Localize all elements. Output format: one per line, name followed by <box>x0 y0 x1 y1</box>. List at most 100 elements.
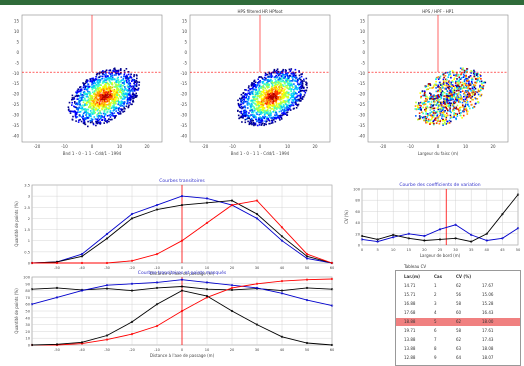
scatter-point <box>458 85 460 88</box>
scatter-point <box>474 97 477 100</box>
scatter-point <box>261 78 264 80</box>
scatter-point <box>421 90 424 92</box>
scatter-point <box>84 98 86 100</box>
scatter-xlabel: Bnd 1 - 0 - 1 1 - Cdd/1 - 1994 <box>231 151 290 156</box>
scatter-point <box>266 85 268 87</box>
scatter-point <box>449 89 451 92</box>
table-cell: 60 <box>456 310 462 315</box>
scatter-point <box>85 102 88 105</box>
scatter-point <box>114 100 116 103</box>
scatter-point <box>102 93 105 95</box>
scatter-point <box>298 87 301 90</box>
scatter-point <box>433 83 436 86</box>
scatter-point <box>301 98 303 100</box>
scatter-point <box>455 84 457 87</box>
scatter-point <box>240 110 243 113</box>
scatter-point <box>251 103 253 106</box>
scatter-point <box>115 115 117 117</box>
scatter-point <box>275 69 278 72</box>
scatter-point <box>103 114 106 117</box>
scatter-point <box>121 105 123 107</box>
scatter-point <box>275 87 278 90</box>
scatter-point <box>457 74 460 76</box>
series-point <box>305 298 309 302</box>
scatter-point <box>442 87 444 89</box>
scatter-point <box>415 115 417 117</box>
scatter-point <box>88 93 91 95</box>
scatter-point <box>439 111 441 114</box>
scatter-point <box>464 105 467 107</box>
scatter-point <box>244 118 247 121</box>
scatter-point <box>465 74 467 77</box>
scatter-point <box>449 86 452 89</box>
scatter-point <box>114 68 116 71</box>
scatter-point <box>469 75 472 77</box>
scatter-point <box>105 96 108 99</box>
scatter-point <box>117 84 120 86</box>
scatter-point <box>286 111 289 113</box>
scatter-point <box>128 104 130 106</box>
scatter-point <box>240 115 242 118</box>
scatter-point <box>78 103 80 106</box>
scatter-point <box>301 89 303 92</box>
scatter-point <box>437 98 439 101</box>
scatter-point <box>92 80 94 83</box>
scatter-point <box>103 122 105 124</box>
scatter-point <box>83 93 86 95</box>
scatter-point <box>429 84 432 86</box>
y-tick-label: 15 <box>360 19 366 24</box>
scatter-point <box>460 98 463 101</box>
table-cell: 15.71 <box>404 292 416 297</box>
scatter-point <box>261 112 263 114</box>
scatter-point <box>425 95 427 98</box>
scatter-point <box>270 122 273 124</box>
scatter-xlabel: Bnd 1 - 0 - 1 1 - Cdd/1 - 1994 <box>63 151 122 156</box>
scatter-point <box>113 74 116 76</box>
scatter-point <box>275 94 278 97</box>
scatter-point <box>278 88 280 91</box>
scatter-point <box>272 111 274 113</box>
transient-curves-chart: -50 -40 -30 -20 -10 0 10 20 30 40 50 603.532.521.51… <box>14 178 335 276</box>
scatter-point <box>267 78 270 81</box>
scatter-point <box>96 115 99 118</box>
scatter-point <box>95 78 97 80</box>
scatter-point <box>426 88 428 91</box>
scatter-point <box>106 91 109 94</box>
scatter-point <box>467 96 470 98</box>
scatter-point <box>444 98 447 101</box>
scatter-point <box>101 100 104 102</box>
scatter-point <box>78 95 80 97</box>
scatter-point <box>114 90 116 92</box>
scatter-point <box>91 77 93 80</box>
scatter-point <box>76 116 79 118</box>
scatter-point <box>252 87 254 89</box>
series-point <box>155 286 159 290</box>
scatter-point <box>432 86 435 89</box>
scatter-point <box>298 94 300 97</box>
scatter-point <box>78 90 80 93</box>
scatter-point <box>120 68 122 70</box>
scatter-point <box>285 109 287 112</box>
series-point <box>130 282 134 285</box>
scatter-point <box>272 105 275 108</box>
scatter-point <box>286 104 288 106</box>
scatter-point <box>482 86 484 88</box>
scatter-point <box>126 81 128 83</box>
scatter-point <box>468 80 470 83</box>
scatter-point <box>474 81 476 84</box>
y-tick-label: 1 <box>28 239 30 243</box>
scatter-point <box>477 77 479 80</box>
scatter-point <box>274 106 277 108</box>
scatter-point <box>272 100 275 102</box>
scatter-point <box>91 82 93 85</box>
scatter-point <box>453 101 456 104</box>
scatter-point <box>277 96 279 99</box>
scatter-point <box>456 89 459 91</box>
scatter-point <box>97 99 100 102</box>
scatter-point <box>443 82 446 85</box>
y-tick-label: -35 <box>180 123 187 128</box>
scatter-point <box>289 108 291 110</box>
scatter-point <box>281 97 284 100</box>
scatter-point <box>456 85 458 88</box>
scatter-point <box>71 101 73 104</box>
